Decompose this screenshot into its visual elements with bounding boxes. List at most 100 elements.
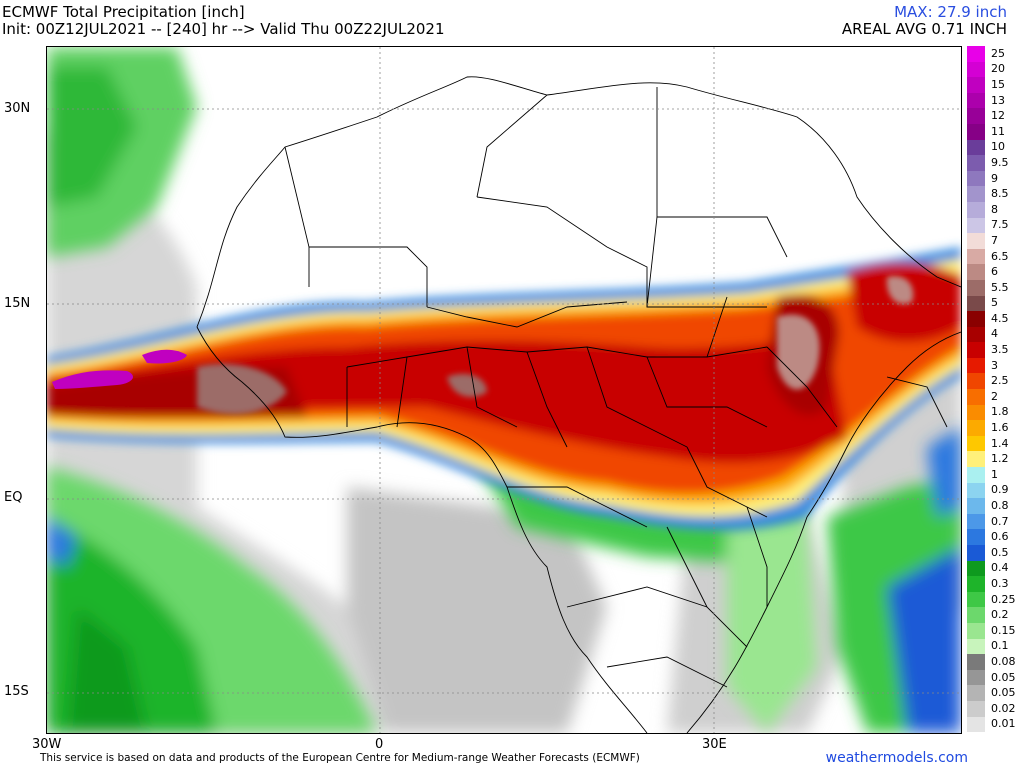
colorbar-level: 0.2 [967,607,1022,623]
colorbar-label: 0.9 [991,483,1009,497]
colorbar-level: 0.9 [967,482,1022,499]
colorbar-label: 6 [991,265,998,279]
colorbar-swatch [967,248,985,265]
colorbar-label: 0.6 [991,530,1009,544]
colorbar-swatch [967,108,985,124]
brand-link[interactable]: weathermodels.com [825,750,968,766]
colorbar-level: 0.15 [967,622,1022,639]
colorbar-swatch [967,607,985,623]
colorbar-swatch [967,669,985,686]
colorbar-label: 11 [991,124,1005,138]
colorbar-swatch [967,123,985,140]
precipitation-map [46,46,962,734]
colorbar-swatch [967,591,985,608]
colorbar-swatch [967,373,985,390]
colorbar-swatch [967,342,985,358]
colorbar-label: 13 [991,93,1005,107]
colorbar-swatch [967,404,985,421]
colorbar-swatch [967,700,985,717]
colorbar-level: 4 [967,326,1022,343]
colorbar-label: 20 [991,62,1005,76]
colorbar-level: 13 [967,92,1022,109]
colorbar-level: 11 [967,123,1022,140]
colorbar-swatch [967,638,985,655]
colorbar-label: 3.5 [991,343,1009,357]
colorbar-swatch [967,233,985,249]
colorbar-level: 15 [967,77,1022,93]
colorbar-label: 0.05 [991,686,1016,700]
colorbar-swatch [967,139,985,156]
colorbar-level: 2.5 [967,373,1022,390]
colorbar-swatch [967,170,985,187]
colorbar-label: 0.2 [991,608,1009,622]
colorbar-swatch [967,61,985,78]
colorbar-label: 0.1 [991,639,1009,653]
colorbar-swatch [967,357,985,374]
colorbar-label: 4.5 [991,311,1009,325]
colorbar-level: 0.05 [967,669,1022,686]
political-borders [196,76,961,733]
colorbar-swatch [967,326,985,343]
colorbar-label: 0.7 [991,514,1009,528]
precip-speckles [197,276,914,415]
colorbar-level: 0.4 [967,560,1022,577]
colorbar-label: 8.5 [991,187,1009,201]
colorbar-swatch [967,155,985,171]
colorbar-swatch [967,576,985,592]
colorbar-level: 7 [967,233,1022,249]
colorbar-level: 0.8 [967,498,1022,514]
colorbar-label: 8 [991,202,998,216]
lat-label-30n: 30N [4,101,31,116]
colorbar-level: 8 [967,201,1022,218]
colorbar-swatch [967,482,985,499]
colorbar-level: 5 [967,295,1022,312]
colorbar-level: 3.5 [967,342,1022,358]
colorbar-swatch [967,451,985,468]
green-precip-layer [47,47,961,733]
lat-label-eq: EQ [4,490,23,505]
colorbar-level: 0.25 [967,591,1022,608]
colorbar-swatch [967,622,985,639]
extreme-precip-blobs [52,349,187,389]
colorbar-label: 0.8 [991,499,1009,513]
colorbar-swatch [967,217,985,234]
colorbar-level: 4.5 [967,311,1022,327]
colorbar-swatch [967,498,985,514]
colorbar-swatch [967,420,985,436]
colorbar-level: 1.6 [967,420,1022,436]
colorbar-level: 1.4 [967,435,1022,452]
colorbar-label: 3 [991,358,998,372]
max-value: MAX: 27.9 inch [894,3,1007,21]
colorbar-level: 7.5 [967,217,1022,234]
colorbar-level: 0.3 [967,576,1022,592]
colorbar-label: 0.01 [991,717,1016,731]
colorbar-level: 5.5 [967,279,1022,296]
colorbar-label: 4 [991,327,998,341]
colorbar-label: 1.4 [991,436,1009,450]
colorbar-label: 2.5 [991,374,1009,388]
colorbar-swatch [967,685,985,701]
colorbar-swatch [967,389,985,405]
colorbar-level: 2 [967,389,1022,405]
colorbar-label: 7 [991,233,998,247]
colorbar-swatch [967,560,985,577]
colorbar-level: 0.5 [967,545,1022,561]
init-valid-line: Init: 00Z12JUL2021 -- [240] hr --> Valid… [2,20,445,38]
colorbar-level: 1.8 [967,404,1022,421]
colorbar-level: 12 [967,108,1022,124]
colorbar-label: 10 [991,140,1005,154]
colorbar-label: 2 [991,389,998,403]
colorbar-swatch [967,545,985,561]
colorbar-label: 0.5 [991,545,1009,559]
colorbar-label: 1 [991,467,998,481]
colorbar-label: 15 [991,77,1005,91]
colorbar-swatch [967,435,985,452]
colorbar-level: 0.01 [967,716,1022,733]
colorbar-level: 8.5 [967,186,1022,202]
ecmwf-disclaimer: This service is based on data and produc… [40,752,640,764]
colorbar-label: 0.05 [991,670,1016,684]
colorbar-label: 1.6 [991,421,1009,435]
colorbar-swatch [967,201,985,218]
colorbar-level: 1.2 [967,451,1022,468]
colorbar-level: 25 [967,46,1022,62]
